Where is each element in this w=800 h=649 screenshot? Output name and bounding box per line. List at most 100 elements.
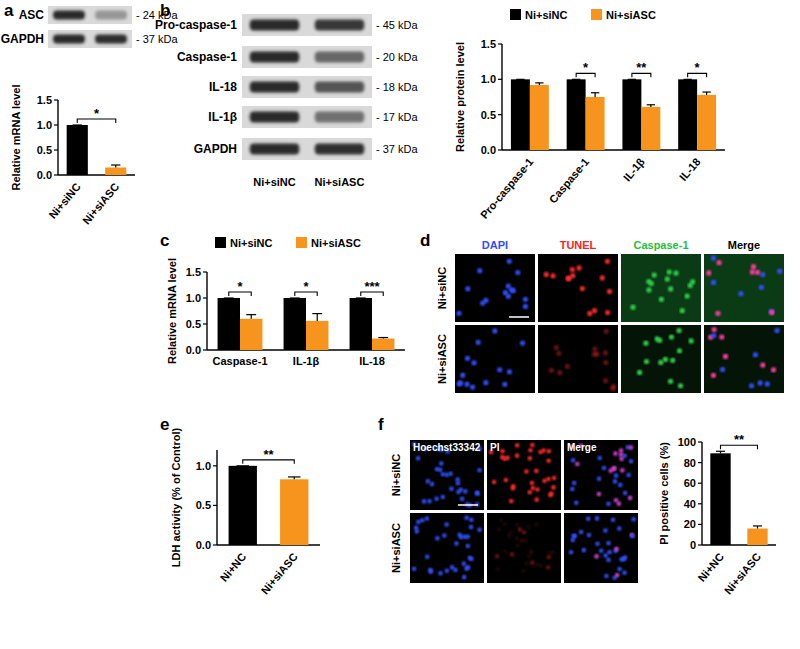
cell	[471, 360, 476, 365]
blot-band	[53, 11, 85, 20]
stain-bg	[704, 254, 784, 322]
cell	[587, 311, 592, 316]
y-axis	[701, 442, 702, 545]
error-cap	[237, 465, 249, 466]
legend-label: Ni+siASC	[311, 237, 361, 249]
cell	[475, 491, 480, 496]
cell	[523, 304, 528, 309]
y-tick-label: 1.0	[481, 73, 496, 85]
blot-strip	[242, 106, 372, 128]
error-bar	[312, 314, 322, 321]
y-tick-label: 1.0	[37, 119, 52, 131]
blot-size-label: - 45 kDa	[376, 19, 418, 31]
micrograph	[621, 254, 701, 322]
micrograph-bg	[704, 254, 784, 322]
cell	[603, 378, 608, 383]
cell	[454, 541, 459, 546]
plot-area	[229, 466, 309, 545]
cell	[623, 555, 628, 560]
blot-band	[95, 35, 127, 44]
cell	[520, 341, 525, 346]
cell	[439, 461, 444, 466]
y-tick-label: 100	[678, 436, 696, 448]
micrograph	[621, 325, 701, 393]
cell	[572, 481, 577, 486]
cell	[685, 294, 690, 299]
cell	[469, 525, 474, 530]
cell	[530, 560, 535, 565]
cell	[528, 456, 533, 461]
micrograph-header: Merge	[567, 442, 597, 453]
cell	[597, 492, 602, 497]
cell	[618, 483, 623, 488]
cell	[774, 328, 779, 333]
cell	[606, 502, 611, 507]
cell	[466, 544, 471, 549]
cell	[546, 458, 551, 463]
micrograph-bg	[410, 440, 484, 510]
error-cap	[753, 525, 762, 526]
cell	[771, 367, 776, 372]
cell	[550, 273, 555, 278]
cell	[546, 565, 551, 570]
cell	[571, 538, 576, 543]
significance-label: *	[237, 279, 243, 294]
cell	[467, 556, 472, 561]
cell	[427, 499, 432, 504]
cell	[655, 336, 660, 341]
cell	[570, 487, 575, 492]
y-tick-label: 1.0	[186, 292, 201, 304]
cell	[605, 259, 610, 264]
cell	[503, 290, 508, 295]
cell	[515, 453, 520, 458]
y-axis-label: Relative mRNA level	[10, 85, 22, 191]
micrograph-header: DAPI	[482, 239, 508, 251]
blot-lane-label: Ni+siASC	[315, 176, 365, 188]
cell	[668, 379, 673, 384]
cell	[581, 548, 586, 553]
micrograph	[564, 513, 638, 583]
y-axis-label: Relative mRNA level	[166, 258, 178, 364]
cell	[523, 297, 528, 302]
bar-chart: 0.00.51.0LDH activity (% of Control)Ni+N…	[170, 428, 320, 597]
micrograph-row-label: Ni+siASC	[436, 334, 448, 384]
cell	[477, 527, 482, 532]
cell	[586, 516, 591, 521]
blot-band	[315, 144, 364, 155]
cell	[463, 489, 468, 494]
error-cap	[356, 297, 366, 298]
cell	[522, 530, 527, 535]
cell	[544, 272, 549, 277]
cell	[444, 472, 449, 477]
cell	[594, 554, 599, 559]
cell	[492, 328, 497, 333]
y-axis	[501, 44, 502, 150]
cell	[422, 499, 427, 504]
micrograph-bg	[538, 325, 618, 393]
error-cap	[224, 297, 234, 298]
cell	[456, 311, 461, 316]
micrograph-grid: DAPITUNELCaspase-1MergeNi+siNCNi+siASC	[436, 239, 784, 393]
bar	[747, 529, 767, 545]
significance-label: ***	[364, 279, 380, 294]
cell	[464, 515, 469, 520]
cell	[514, 536, 519, 541]
figure: abcdefASC- 24 kDaGAPDH- 37 kDaPro-caspas…	[0, 0, 800, 649]
cell	[605, 310, 610, 315]
cell	[445, 568, 450, 573]
cell	[554, 345, 559, 350]
micrograph	[455, 325, 535, 393]
cell	[434, 496, 439, 501]
cell	[711, 280, 716, 285]
cell	[677, 348, 682, 353]
x-tick-label: IL-18	[677, 156, 703, 183]
significance-label: **	[636, 60, 647, 75]
y-tick-label: 0	[690, 539, 696, 551]
cell	[509, 499, 514, 504]
error-cap	[290, 297, 300, 298]
cell	[462, 561, 467, 566]
error-bar	[647, 105, 655, 107]
cell	[548, 493, 553, 498]
error-bar	[290, 298, 300, 299]
bar	[567, 79, 586, 150]
